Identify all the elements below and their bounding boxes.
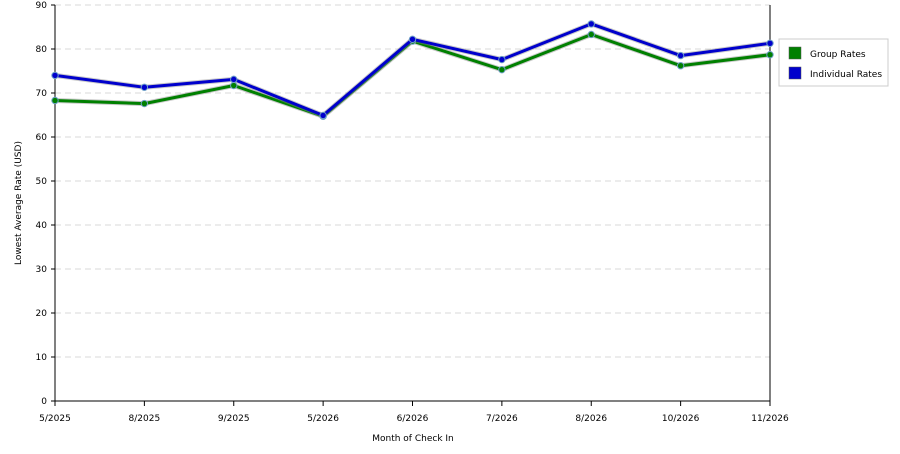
data-point-individual-rates bbox=[230, 75, 238, 84]
x-tick-label: 5/2026 bbox=[307, 414, 339, 424]
y-tick-label: 90 bbox=[36, 1, 48, 11]
legend-label-group-rates: Group Rates bbox=[810, 50, 866, 60]
legend-swatch-group-rates bbox=[788, 46, 802, 60]
x-tick-label: 11/2026 bbox=[751, 414, 789, 424]
y-tick-label: 0 bbox=[41, 397, 47, 407]
y-tick-label: 50 bbox=[36, 177, 48, 187]
y-ticks: 0 10 20 30 40 50 60 70 80 90 bbox=[36, 1, 55, 407]
y-tick-label: 80 bbox=[36, 45, 48, 55]
series-individual-rates bbox=[51, 20, 774, 120]
data-point-individual-rates bbox=[676, 51, 685, 60]
x-tick-label: 5/2025 bbox=[39, 414, 71, 424]
data-point-individual-rates bbox=[408, 35, 417, 44]
legend-label-individual-rates: Individual Rates bbox=[810, 70, 882, 80]
data-point-group-rates bbox=[230, 81, 238, 90]
data-point-individual-rates bbox=[498, 55, 506, 64]
y-tick-label: 30 bbox=[36, 265, 48, 275]
legend: Group Rates Individual Rates bbox=[778, 38, 889, 87]
data-point-individual-rates bbox=[51, 71, 59, 80]
data-point-individual-rates bbox=[766, 39, 774, 47]
y-tick-label: 60 bbox=[36, 133, 48, 143]
legend-swatch-individual-rates bbox=[788, 66, 802, 80]
x-tick-label: 8/2026 bbox=[575, 414, 607, 424]
y-tick-label: 70 bbox=[36, 89, 48, 99]
x-tick-label: 8/2025 bbox=[129, 414, 161, 424]
x-tick-label: 10/2026 bbox=[662, 414, 700, 424]
y-tick-label: 20 bbox=[36, 309, 48, 319]
x-tick-label: 7/2026 bbox=[486, 414, 518, 424]
x-tick-label: 9/2025 bbox=[218, 414, 250, 424]
data-point-group-rates bbox=[51, 96, 59, 105]
data-point-group-rates bbox=[766, 51, 774, 59]
series-group-rates bbox=[51, 30, 774, 121]
x-tick-label: 6/2026 bbox=[397, 414, 429, 424]
gridlines bbox=[55, 4, 770, 358]
data-point-individual-rates bbox=[140, 83, 149, 91]
y-tick-label: 40 bbox=[36, 221, 48, 231]
data-point-group-rates bbox=[498, 65, 506, 74]
series bbox=[51, 20, 774, 121]
axes bbox=[54, 5, 771, 402]
data-point-individual-rates bbox=[319, 111, 327, 120]
y-tick-label: 10 bbox=[36, 353, 48, 363]
data-point-group-rates bbox=[587, 30, 595, 39]
y-axis-title: Lowest Average Rate (USD) bbox=[14, 141, 24, 265]
data-point-group-rates bbox=[676, 62, 685, 70]
x-ticks: 5/2025 8/2025 9/2025 5/2026 6/2026 7/2026 8/20… bbox=[39, 401, 789, 424]
x-axis-title: Month of Check In bbox=[372, 434, 454, 444]
data-point-group-rates bbox=[140, 99, 149, 108]
data-point-individual-rates bbox=[587, 20, 595, 28]
